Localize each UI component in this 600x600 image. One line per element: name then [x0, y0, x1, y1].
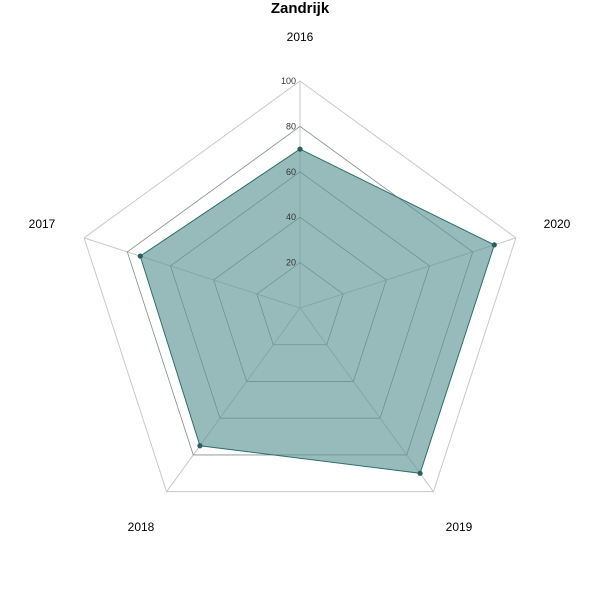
grid-ring-100	[83, 80, 517, 493]
tick-label-100: 100	[281, 76, 296, 86]
tick-label-40: 40	[286, 212, 296, 222]
tick-label-80: 80	[286, 121, 296, 131]
axis-label-2019: 2019	[446, 520, 473, 534]
axis-label-2017: 2017	[29, 217, 56, 231]
data-point-2017	[137, 253, 143, 259]
tick-label-20: 20	[286, 258, 296, 268]
data-layer	[137, 146, 497, 476]
data-point-2018	[197, 443, 203, 449]
axis-label-2016: 2016	[287, 30, 314, 44]
axis-label-2020: 2020	[544, 217, 571, 231]
axis-label-2018: 2018	[128, 520, 155, 534]
series-area	[139, 148, 495, 474]
data-point-2016	[297, 146, 303, 152]
axis-labels: 2016 2020 2019 2018 2017	[29, 30, 571, 534]
tick-label-60: 60	[286, 167, 296, 177]
chart-title: Zandrijk	[270, 0, 330, 17]
data-point-2020	[491, 242, 497, 248]
data-point-2019	[417, 470, 423, 476]
tick-labels: 20 40 60 80 100	[281, 76, 296, 268]
